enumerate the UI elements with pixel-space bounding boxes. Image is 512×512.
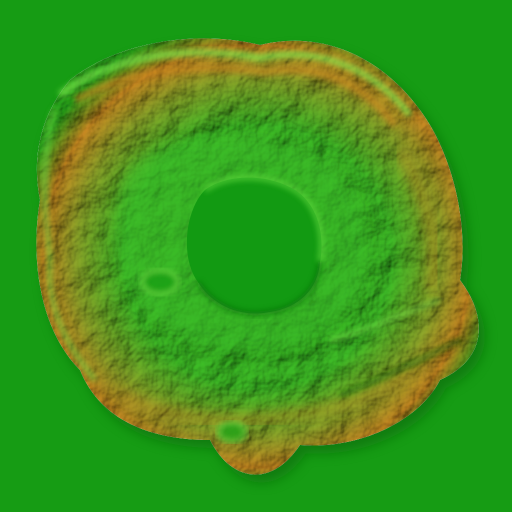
slope-band-south [117,366,413,425]
slope-band-east [395,147,439,292]
east-ridge-2 [339,337,462,398]
pit-south [216,420,248,444]
rim-highlight-west [42,108,98,382]
rim-highlight-north [57,49,413,118]
central-crater [186,177,322,314]
pit-west [140,268,180,296]
east-ridge-1 [329,298,441,342]
crater-rim [203,175,325,263]
crater-inner-shadow [195,261,323,316]
slope-band-north [73,63,399,128]
